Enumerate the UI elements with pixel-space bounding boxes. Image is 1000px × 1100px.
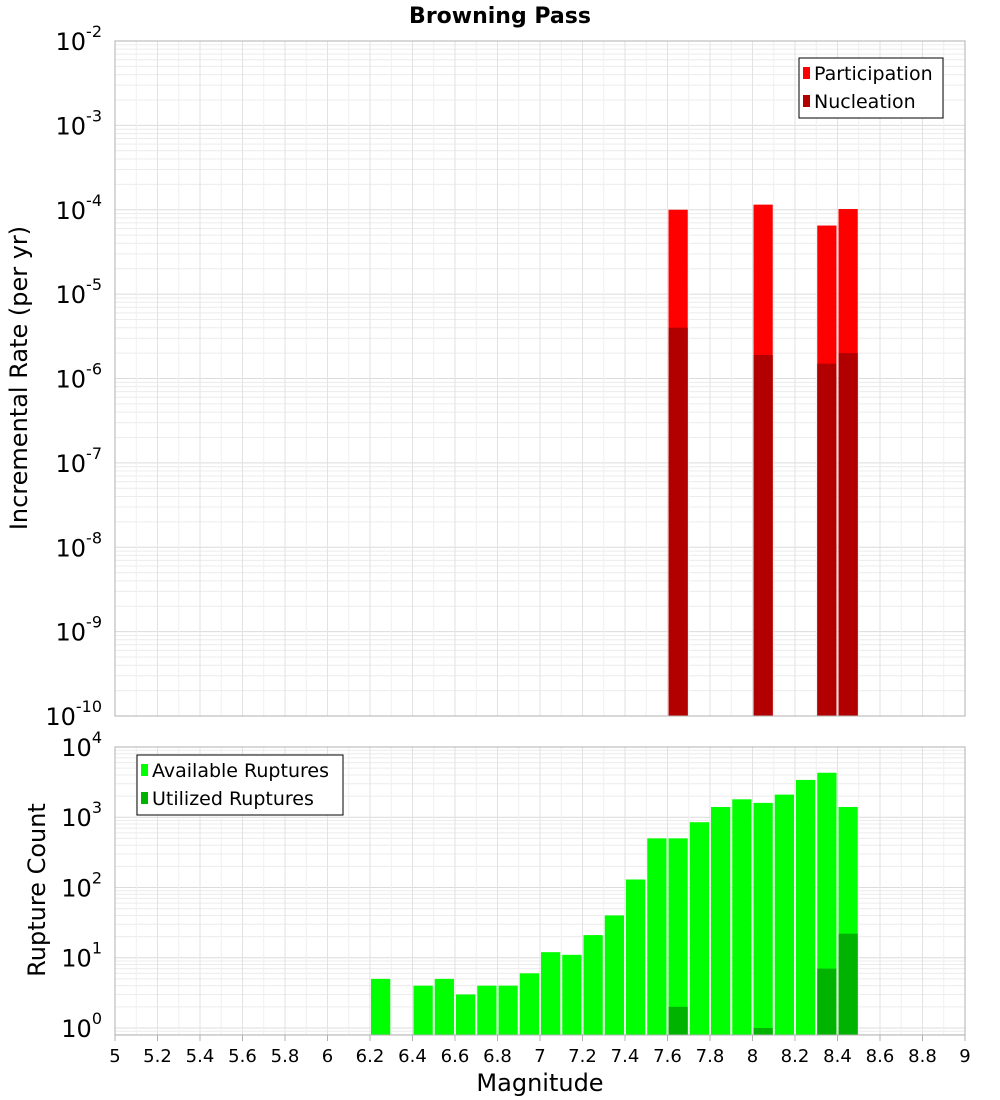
y-tick-label: 101 <box>61 939 102 973</box>
x-tick-label: 8.2 <box>781 1046 810 1067</box>
bar <box>434 978 454 1035</box>
y-tick-label: 10-5 <box>56 275 103 309</box>
bar <box>413 985 433 1035</box>
bar <box>838 933 858 1035</box>
plot-frame <box>114 40 966 717</box>
x-tick-label: 8.8 <box>908 1046 937 1067</box>
bar <box>711 806 731 1035</box>
chart-title: Browning Pass <box>409 4 591 29</box>
bar <box>732 799 752 1035</box>
legend-swatch <box>141 792 148 804</box>
legend: Available Ruptures Utilized Ruptures <box>136 754 344 816</box>
bar <box>668 327 688 716</box>
bar <box>562 954 582 1035</box>
x-tick-label: 8.6 <box>866 1046 895 1067</box>
y-tick-label: 103 <box>61 798 102 832</box>
bar <box>817 363 837 716</box>
y-tick-label: 10-10 <box>45 697 102 731</box>
bottom-y-axis-label: Rupture Count <box>23 803 51 977</box>
y-tick-label: 10-9 <box>56 613 103 647</box>
series-available-ruptures <box>371 772 858 1035</box>
bar <box>456 994 476 1035</box>
x-tick-label: 5.8 <box>271 1046 300 1067</box>
legend: Participation Nucleation <box>798 57 944 119</box>
y-tick-label: 104 <box>61 728 102 762</box>
rupture-count-plot: 100 101 102 103 104 Available Ruptures Utilize… <box>61 728 966 1043</box>
bar <box>519 973 539 1035</box>
y-tick-label: 10-7 <box>56 444 103 478</box>
y-tick-label: 102 <box>61 868 102 902</box>
bar <box>668 838 688 1035</box>
series-nucleation <box>668 327 858 716</box>
x-tick-label: 5.6 <box>228 1046 257 1067</box>
y-tick-label: 10-4 <box>56 191 103 225</box>
y-tick-label: 10-2 <box>56 22 103 56</box>
x-tick-label: 6.2 <box>356 1046 385 1067</box>
bar <box>817 968 837 1035</box>
y-tick-label: 100 <box>61 1009 102 1043</box>
bar <box>604 915 624 1035</box>
legend-box <box>798 57 944 119</box>
x-tick-label: 5.4 <box>186 1046 215 1067</box>
legend-label: Available Ruptures <box>152 760 329 782</box>
y-axis-ticks: 10-10 10-9 10-8 10-7 10-6 10-5 10-4 10-3 10-2 <box>45 22 102 731</box>
x-tick-label: 8 <box>747 1046 758 1067</box>
x-tick-label: 5.2 <box>143 1046 172 1067</box>
bar <box>796 779 816 1035</box>
bar <box>541 952 561 1035</box>
bar <box>838 353 858 716</box>
bar <box>498 985 518 1035</box>
x-tick-label: 6 <box>322 1046 333 1067</box>
x-tick-label: 5 <box>109 1046 120 1067</box>
x-axis-ticks: 5 5.2 5.4 5.6 5.8 6 6.2 6.4 6.6 6.8 7 7.2 7.4 7.6 7.8 8… <box>109 1035 971 1067</box>
x-tick-label: 7.8 <box>696 1046 725 1067</box>
bar <box>583 935 603 1035</box>
series-utilized-ruptures <box>668 933 858 1035</box>
x-tick-label: 9 <box>959 1046 970 1067</box>
bar <box>371 978 391 1035</box>
bar <box>753 802 773 1035</box>
bar <box>753 1027 773 1035</box>
incremental-rate-plot: 10-10 10-9 10-8 10-7 10-6 10-5 10-4 10-3 10-2 Par… <box>45 22 966 731</box>
y-tick-label: 10-8 <box>56 528 103 562</box>
top-y-axis-label: Incremental Rate (per yr) <box>5 226 33 530</box>
x-tick-label: 7 <box>534 1046 545 1067</box>
x-tick-label: 6.4 <box>398 1046 427 1067</box>
x-tick-label: 6.8 <box>483 1046 512 1067</box>
legend-label: Nucleation <box>814 91 916 113</box>
bar <box>689 822 709 1035</box>
legend-swatch <box>803 67 810 79</box>
x-axis-label: Magnitude <box>476 1069 603 1097</box>
legend-label: Participation <box>814 63 933 85</box>
x-tick-label: 7.6 <box>653 1046 682 1067</box>
bar <box>477 985 497 1035</box>
legend-label: Utilized Ruptures <box>152 788 314 810</box>
legend-box <box>136 754 344 816</box>
x-tick-label: 6.6 <box>441 1046 470 1067</box>
x-tick-label: 8.4 <box>823 1046 852 1067</box>
bar <box>647 838 667 1035</box>
y-tick-label: 10-3 <box>56 106 103 140</box>
bar <box>626 879 646 1035</box>
legend-swatch <box>803 95 810 107</box>
grid <box>114 41 966 717</box>
bar <box>668 1006 688 1035</box>
bar <box>774 794 794 1035</box>
x-tick-label: 7.4 <box>611 1046 640 1067</box>
y-tick-label: 10-6 <box>56 360 103 394</box>
legend-swatch <box>141 764 148 776</box>
bar <box>753 354 773 716</box>
x-tick-label: 7.2 <box>568 1046 597 1067</box>
y-axis-ticks: 100 101 102 103 104 <box>61 728 102 1043</box>
